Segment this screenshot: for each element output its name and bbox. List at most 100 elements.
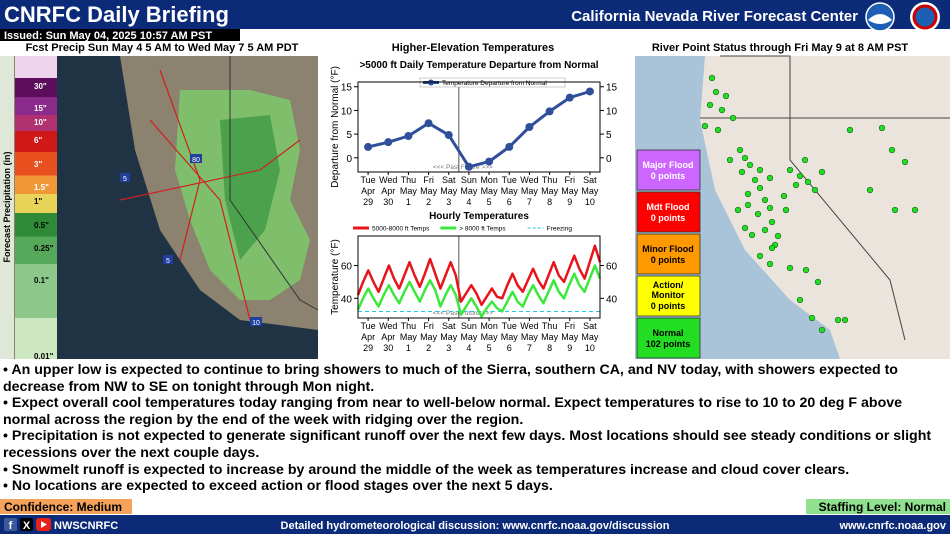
- river-point: [808, 314, 816, 322]
- status-box: [636, 149, 701, 191]
- colorbar-label: 30": [34, 82, 47, 91]
- river-point: [756, 166, 764, 174]
- status-box: [636, 233, 701, 275]
- x-tick-label: 6: [507, 197, 512, 207]
- colorbar-swatch: [15, 213, 57, 237]
- state-borders: [700, 55, 950, 341]
- x-tick-label: Thu: [401, 175, 417, 185]
- river-point: [818, 326, 826, 334]
- x-tick-label: May: [521, 186, 539, 196]
- x-tick-label: 1: [406, 197, 411, 207]
- temperature-charts: >5000 ft Daily Temperature Departure fro…: [330, 60, 618, 353]
- ocean: [57, 56, 318, 359]
- colorbar: 30" 15" 10" 6" 3" 1.5" 1" 0.5" 0.25" 0.1" 0.01": [15, 56, 57, 361]
- y2-tick-label: 10: [606, 106, 618, 117]
- y-tick-label: 5: [346, 130, 352, 141]
- river-point: [714, 126, 722, 134]
- x-tick-label: May: [481, 186, 499, 196]
- river-point: [878, 124, 886, 132]
- x-tick-label: Sat: [442, 321, 456, 331]
- x-tick-label: Apr: [381, 332, 395, 342]
- river-point: [738, 168, 746, 176]
- noaa-logo-mark: [868, 14, 892, 24]
- x-tick-label: Sat: [583, 321, 597, 331]
- x-tick-label: Fri: [423, 321, 434, 331]
- x-tick-label: Apr: [381, 186, 395, 196]
- colorbar-label: 10": [34, 118, 47, 127]
- x-tick-label: 2: [426, 197, 431, 207]
- x-tick-label: 30: [383, 343, 393, 353]
- x-tick-label: May: [460, 332, 478, 342]
- status-count: 0 points: [651, 301, 686, 311]
- river-point: [786, 264, 794, 272]
- river-point: [888, 146, 896, 154]
- colorbar-axis-label: Forecast Precipitation (in): [2, 151, 12, 262]
- x-tick-label: May: [521, 332, 539, 342]
- x-tick-label: 29: [363, 343, 373, 353]
- x-icon[interactable]: [20, 518, 33, 531]
- river-point: [722, 92, 730, 100]
- river-point: [744, 190, 752, 198]
- hwy-label: 80: [192, 157, 200, 164]
- river-point: [751, 176, 759, 184]
- river-point: [811, 186, 819, 194]
- x-tick-label: 5: [487, 343, 492, 353]
- x-tick-label: Fri: [565, 175, 576, 185]
- river-point: [756, 184, 764, 192]
- website[interactable]: www.cnrfc.noaa.gov: [838, 520, 946, 532]
- x-glyph: X: [23, 520, 31, 532]
- x-tick-label: May: [460, 186, 478, 196]
- x-tick-label: May: [541, 332, 559, 342]
- x-tick-label: May: [561, 332, 579, 342]
- status-box: [636, 317, 701, 359]
- x-tick-label: 3: [446, 343, 451, 353]
- plot-frame: [357, 81, 601, 173]
- x-tick-label: Tue: [360, 175, 375, 185]
- river-point: [701, 122, 709, 130]
- discussion-link[interactable]: Detailed hydrometeorological discussion:…: [281, 520, 670, 532]
- status-name: Action/Monitor: [652, 280, 685, 300]
- status-name: Minor Flood: [642, 244, 694, 254]
- y2-tick-label: 0: [606, 154, 612, 165]
- x-tick-label: 5: [487, 197, 492, 207]
- series-marker: [505, 142, 514, 151]
- facebook-icon[interactable]: [4, 518, 17, 531]
- river-point: [768, 244, 776, 252]
- river-point: [911, 206, 919, 214]
- river-point: [726, 156, 734, 164]
- series-marker: [444, 131, 453, 140]
- plot-frame: [357, 235, 601, 319]
- x-tick-label: 10: [585, 343, 595, 353]
- x-tick-label: Tue: [502, 321, 517, 331]
- issued-bar: [0, 29, 240, 41]
- x-tick-label: Sat: [583, 175, 597, 185]
- colorbar-label: 0.1": [34, 276, 49, 285]
- social-handle: NWSCNRFC: [54, 520, 118, 532]
- status-box: [636, 275, 701, 317]
- y-axis-label: Departure from Normal (°F): [330, 66, 341, 188]
- river-point: [741, 224, 749, 232]
- x-tick-label: 30: [383, 197, 393, 207]
- series-marker: [545, 107, 554, 116]
- river-point: [766, 174, 774, 182]
- bullet: Precipitation is not expected to generat…: [3, 428, 943, 461]
- x-tick-label: Wed: [379, 175, 397, 185]
- colorbar-swatch: [15, 175, 57, 194]
- legend-label: Temperature Departure from Normal: [442, 80, 547, 87]
- colorbar-swatch: [15, 78, 57, 97]
- y-tick-label: 40: [341, 294, 353, 305]
- series-marker: [525, 123, 534, 131]
- x-tick-label: Fri: [423, 175, 434, 185]
- river-point: [818, 168, 826, 176]
- legend-label: 5000-8000 ft Temps: [372, 226, 430, 233]
- x-tick-label: Sun: [461, 321, 477, 331]
- river-point: [814, 278, 822, 286]
- chart-title: >5000 ft Daily Temperature Departure fro…: [359, 60, 598, 71]
- y2-tick-label: 60: [606, 262, 618, 273]
- hwy-shield: [190, 154, 202, 163]
- y-tick-label: 10: [341, 106, 353, 117]
- x-tick-label: 9: [567, 343, 572, 353]
- series-marker: [424, 119, 433, 128]
- status-count: 102 points: [646, 339, 691, 349]
- issued: Issued: Sun May 04, 2025 10:57 AM PST: [4, 30, 212, 42]
